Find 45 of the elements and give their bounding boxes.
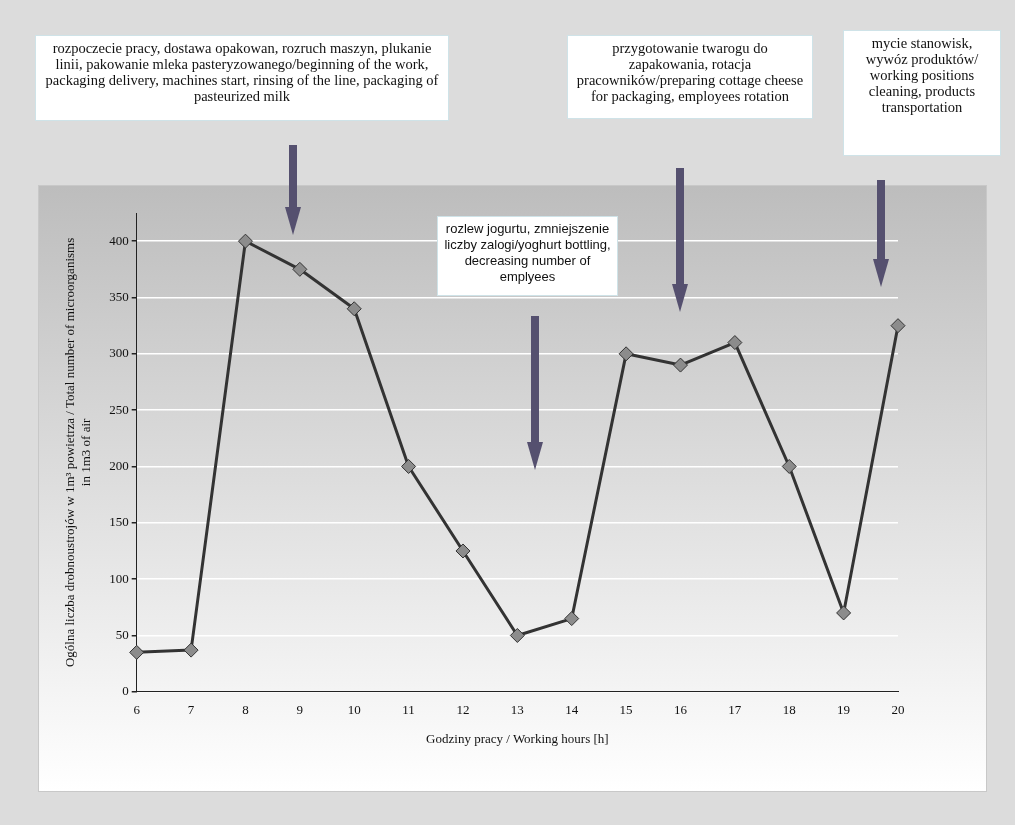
point xyxy=(509,627,525,643)
point xyxy=(129,644,145,660)
y-tick-label: 100 xyxy=(109,570,129,586)
y-tick-label: 300 xyxy=(109,345,129,361)
point xyxy=(183,642,199,658)
y-axis-title: Ogólna liczba drobnoustrojów w 1m³ powietrza / Total number of microorganisms in 1m3 of air xyxy=(62,237,93,668)
annotation: rozlew jogurtu, zmniejszenie liczby zalogi/yoghurt bottling, decreasing number of emplyees xyxy=(437,216,618,296)
x-tick-label: 19 xyxy=(837,702,851,718)
point xyxy=(237,233,253,249)
y-tick-label: 250 xyxy=(109,401,129,417)
x-tick-label: 11 xyxy=(402,702,415,718)
point xyxy=(564,611,580,627)
y-tick-label: 200 xyxy=(109,457,129,473)
point xyxy=(292,261,308,277)
x-tick-label: 9 xyxy=(296,702,304,718)
x-tick-label: 14 xyxy=(565,702,579,718)
x-tick-label: 17 xyxy=(728,702,742,718)
y-tick-label: 50 xyxy=(115,626,129,642)
text: mycie stanowisk, wywóz produktów/ working positions cleaning, products transportation xyxy=(843,30,1001,156)
x-axis-title: Godziny pracy / Working hours [h] xyxy=(426,730,609,746)
x-tick-label: 8 xyxy=(242,702,249,718)
point xyxy=(346,301,362,317)
point xyxy=(455,543,471,559)
x-tick-label: 6 xyxy=(133,702,141,718)
y-tick-label: 400 xyxy=(109,232,129,248)
text: przygotowanie twarogu do zapakowania, rotacja pracowników/preparing cottage cheese for packaging, employees rotation xyxy=(567,35,813,119)
point xyxy=(781,458,797,474)
point xyxy=(672,357,688,373)
x-tick-label: 16 xyxy=(673,702,688,718)
point xyxy=(836,605,852,621)
x-tick-label: 13 xyxy=(510,702,524,718)
y-tick-label: 150 xyxy=(109,514,129,530)
point xyxy=(890,318,906,334)
x-tick-label: 12 xyxy=(456,702,470,718)
x-tick-label: 15 xyxy=(619,702,633,718)
x-tick-label: 10 xyxy=(347,702,361,718)
y-tick-label: 350 xyxy=(109,288,129,304)
x-tick-label: 18 xyxy=(782,702,796,718)
point xyxy=(401,458,417,474)
text: rozpoczecie pracy, dostawa opakowan, rozruch maszyn, plukanie linii, pakowanie mleka pasteryzowanego/beginning of the work, packaging delivery, machines start, rinsing of the line, packaging of pasteurized milk xyxy=(35,35,449,121)
point xyxy=(618,346,634,362)
x-tick-label: 20 xyxy=(891,702,905,718)
point xyxy=(727,335,743,351)
x-tick-label: 7 xyxy=(187,702,195,718)
y-tick-label: 0 xyxy=(122,683,129,699)
